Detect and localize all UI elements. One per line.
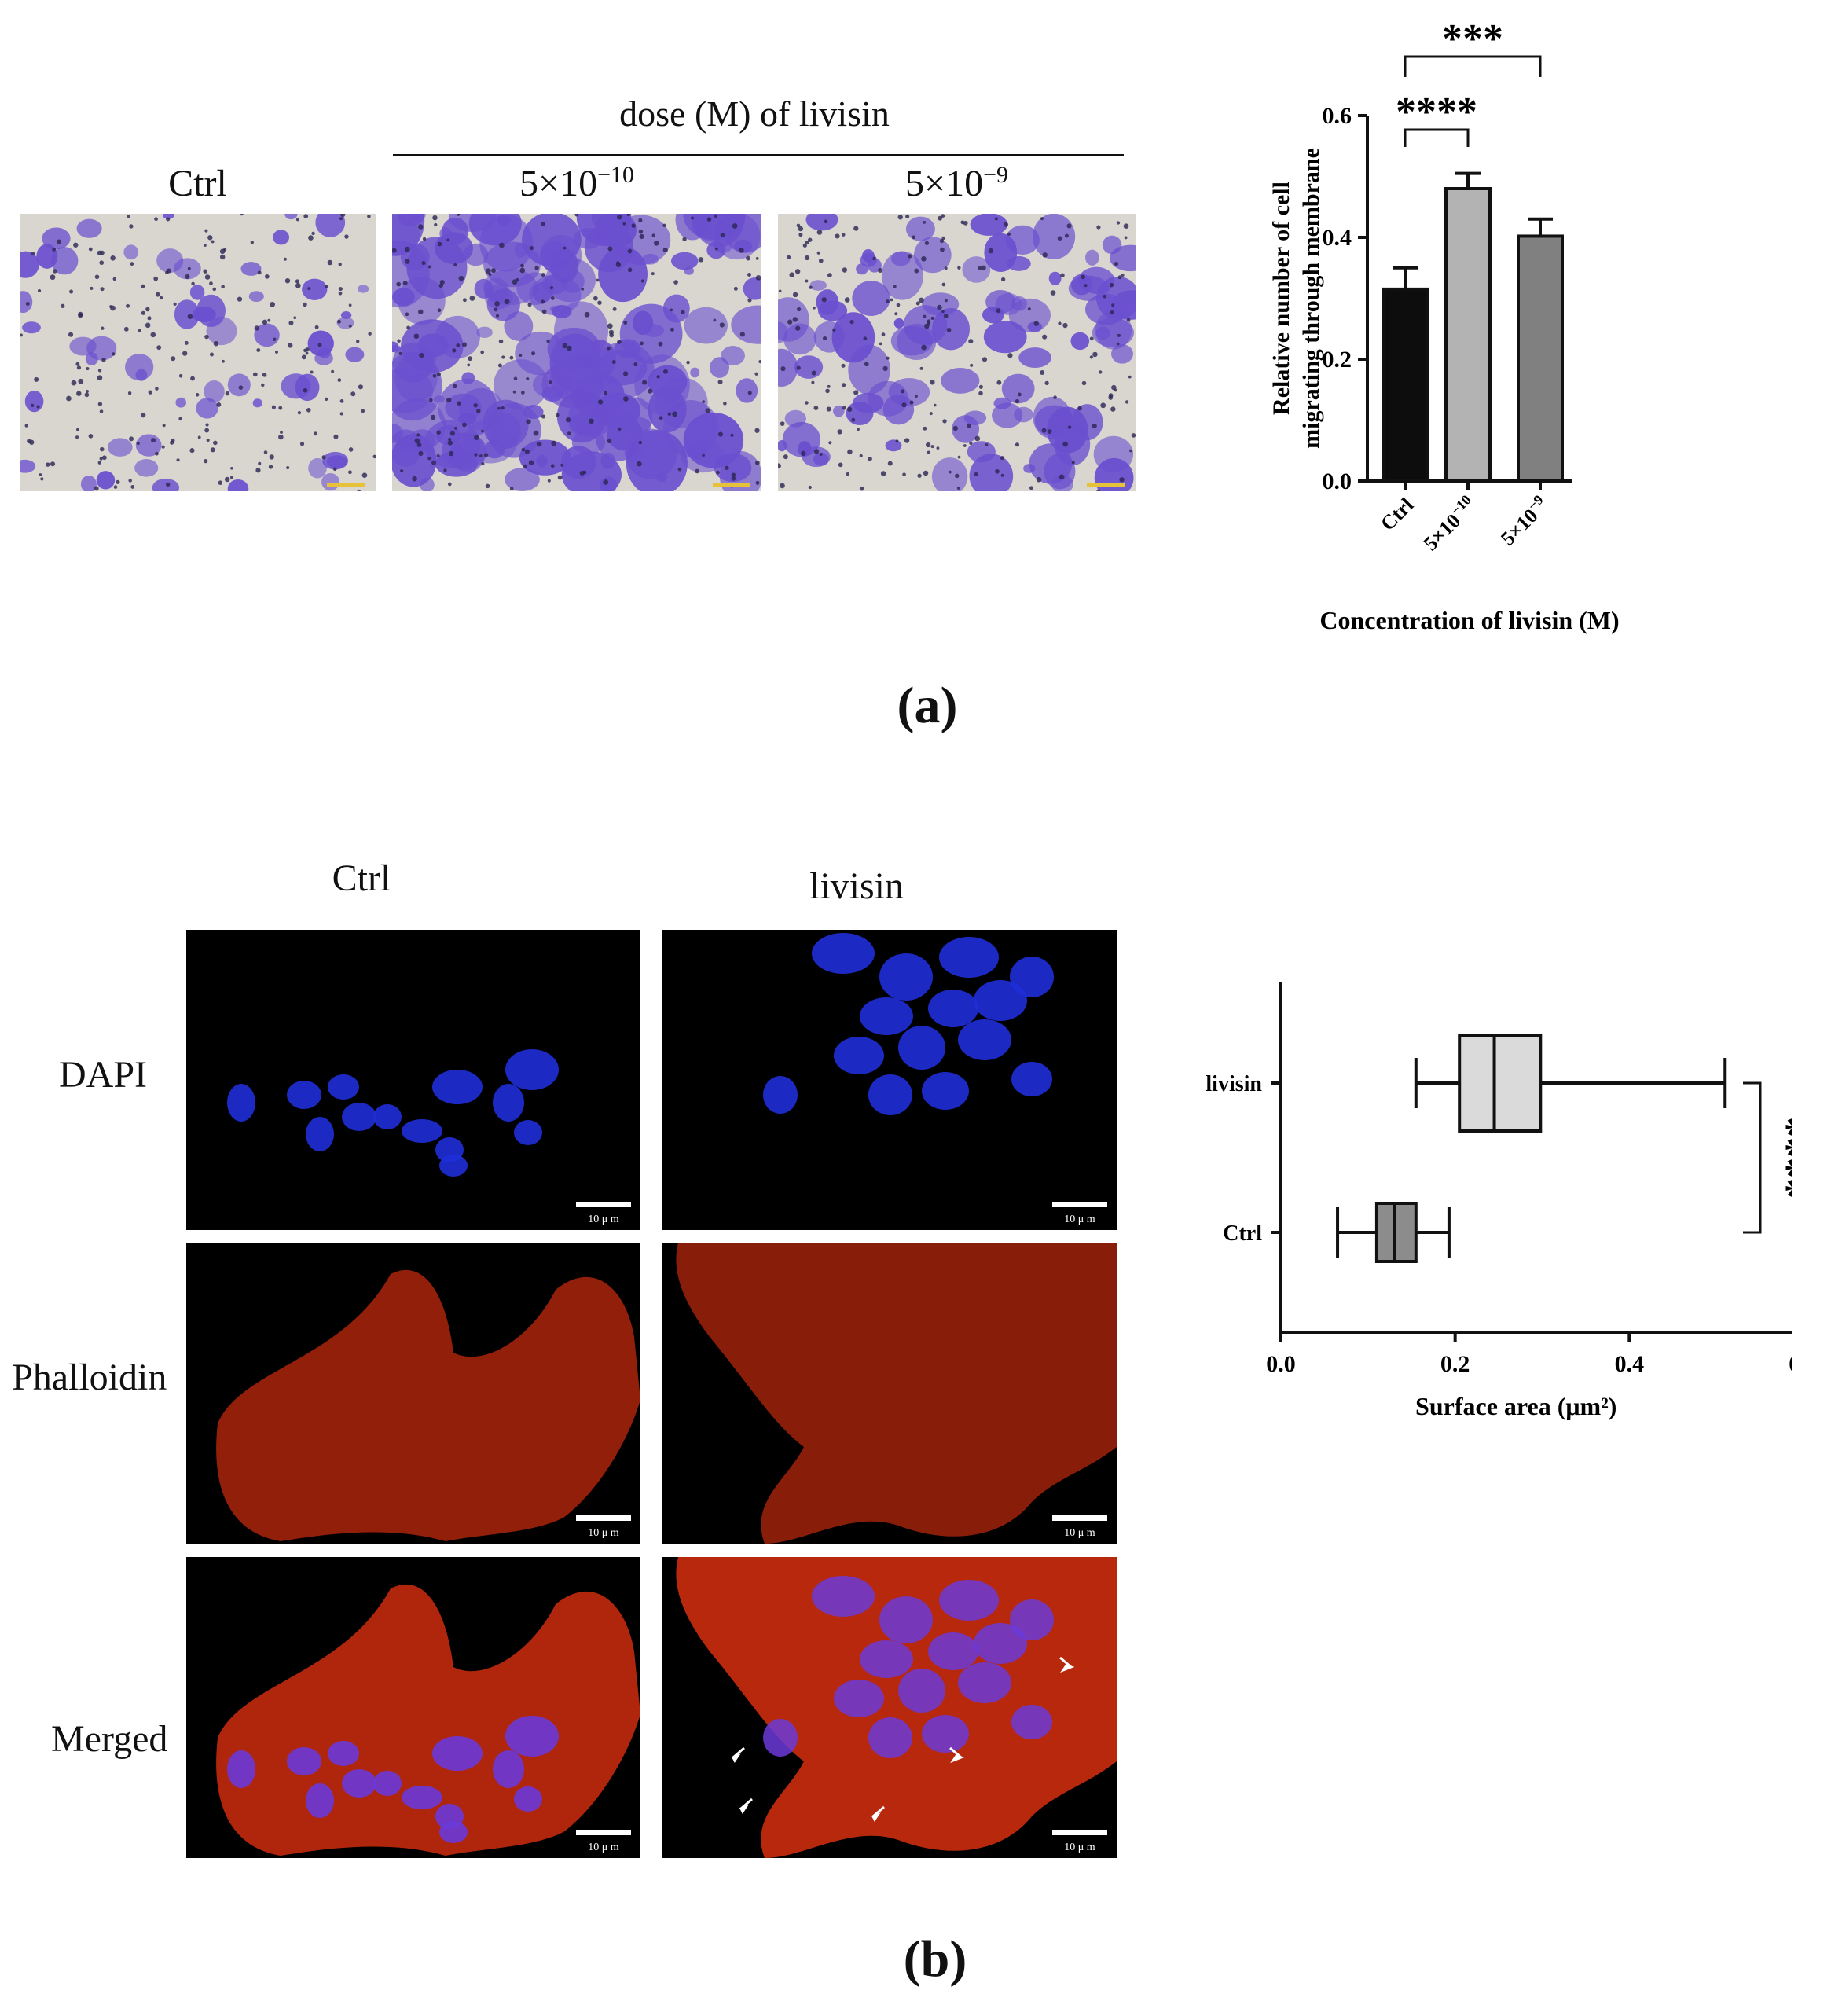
row-label-dapi: DAPI	[59, 1054, 148, 1096]
scale-bar-label: 10 μ m	[1064, 1214, 1095, 1225]
arrow-marker	[949, 1746, 965, 1764]
transwell-micrograph-ctrl	[20, 214, 376, 491]
surface-area-box-plot: 0.0 0.2 0.4 0.6 Surface area (μm²) livisin Ctr…	[1205, 982, 1792, 1420]
y-tick-label: 0.6	[1323, 103, 1352, 129]
micrograph-label-dose-1: 5×10−10	[519, 162, 634, 204]
significance-label: ***	[1442, 17, 1503, 61]
scale-bar-label: 10 μ m	[1064, 1842, 1095, 1853]
dose-header: dose (M) of livisin	[619, 94, 890, 134]
merged-ctrl-image: 10 μ m	[186, 1557, 640, 1858]
row-label-phalloidin: Phalloidin	[12, 1357, 167, 1398]
arrow-marker	[871, 1805, 885, 1822]
phalloidin-ctrl-image: 10 μ m	[186, 1243, 640, 1544]
scale-bar-label: 10 μ m	[588, 1842, 619, 1853]
scale-bar	[1052, 1830, 1107, 1835]
arrow-marker	[1059, 1656, 1075, 1673]
transwell-micrograph-dose-2	[778, 214, 1136, 491]
micrograph-label-ctrl: Ctrl	[168, 163, 227, 204]
migration-bar-chart: 0.0 0.2 0.4 0.6 Relative number of cell migra…	[1268, 17, 1620, 634]
x-tick-label: 0.0	[1266, 1351, 1296, 1377]
row-label-merged: Merged	[51, 1718, 168, 1760]
bar	[1517, 234, 1564, 483]
scale-bar-label: 10 μ m	[588, 1527, 619, 1539]
panel-label-a: (a)	[897, 677, 958, 734]
x-tick-label: 5×10−9	[1495, 492, 1553, 550]
x-tick-label: 0.2	[1440, 1351, 1470, 1377]
x-tick-label: Ctrl	[1376, 494, 1418, 535]
column-label-livisin: livisin	[809, 865, 904, 907]
arrow-marker	[731, 1746, 745, 1763]
box	[1374, 1202, 1418, 1263]
y-tick-label: livisin	[1205, 1072, 1262, 1096]
y-axis-label: Relative number of cell	[1268, 182, 1294, 415]
scale-bar	[1052, 1515, 1107, 1521]
dapi-ctrl-image: 10 μ m	[186, 930, 640, 1230]
y-tick-label: 0.0	[1323, 468, 1352, 494]
scale-bar	[576, 1515, 631, 1521]
y-axis-label-line-2: migrating through membrane	[1298, 148, 1324, 449]
scale-bar-label: 10 μ m	[1064, 1527, 1095, 1539]
x-axis-label: Concentration of livisin (M)	[1319, 606, 1619, 634]
significance-bracket	[1404, 128, 1470, 147]
scale-bar-label: 10 μ m	[588, 1214, 619, 1225]
x-tick-label: 0.4	[1615, 1351, 1645, 1377]
merged-livisin-image: 10 μ m	[662, 1557, 1117, 1858]
y-tick-label: 0.4	[1323, 225, 1352, 251]
scale-bar	[576, 1202, 631, 1207]
x-tick-label: 0.6	[1789, 1351, 1792, 1377]
box	[1458, 1034, 1543, 1133]
significance-bracket	[1743, 1081, 1762, 1234]
dose-header-rule	[393, 154, 1124, 156]
y-tick-label: 0.2	[1323, 347, 1352, 373]
phalloidin-livisin-image: 10 μ m	[662, 1243, 1117, 1544]
significance-bracket	[1404, 55, 1542, 77]
x-tick-label: 5×10−10	[1418, 492, 1481, 556]
scale-bar	[1052, 1202, 1107, 1207]
column-label-ctrl: Ctrl	[332, 857, 391, 899]
significance-label: ****	[1765, 1117, 1792, 1199]
bar	[1382, 287, 1429, 483]
y-tick-label: Ctrl	[1223, 1221, 1262, 1246]
x-axis-label: Surface area (μm²)	[1415, 1392, 1616, 1420]
arrow-marker	[739, 1798, 753, 1814]
panel-label-b: (b)	[903, 1930, 967, 1988]
transwell-micrograph-dose-1	[392, 214, 761, 491]
scale-bar	[576, 1830, 631, 1835]
bar	[1444, 187, 1492, 483]
significance-label: ****	[1396, 90, 1477, 134]
dapi-livisin-image: 10 μ m	[662, 930, 1117, 1230]
micrograph-label-dose-2: 5×10−9	[905, 162, 1008, 204]
